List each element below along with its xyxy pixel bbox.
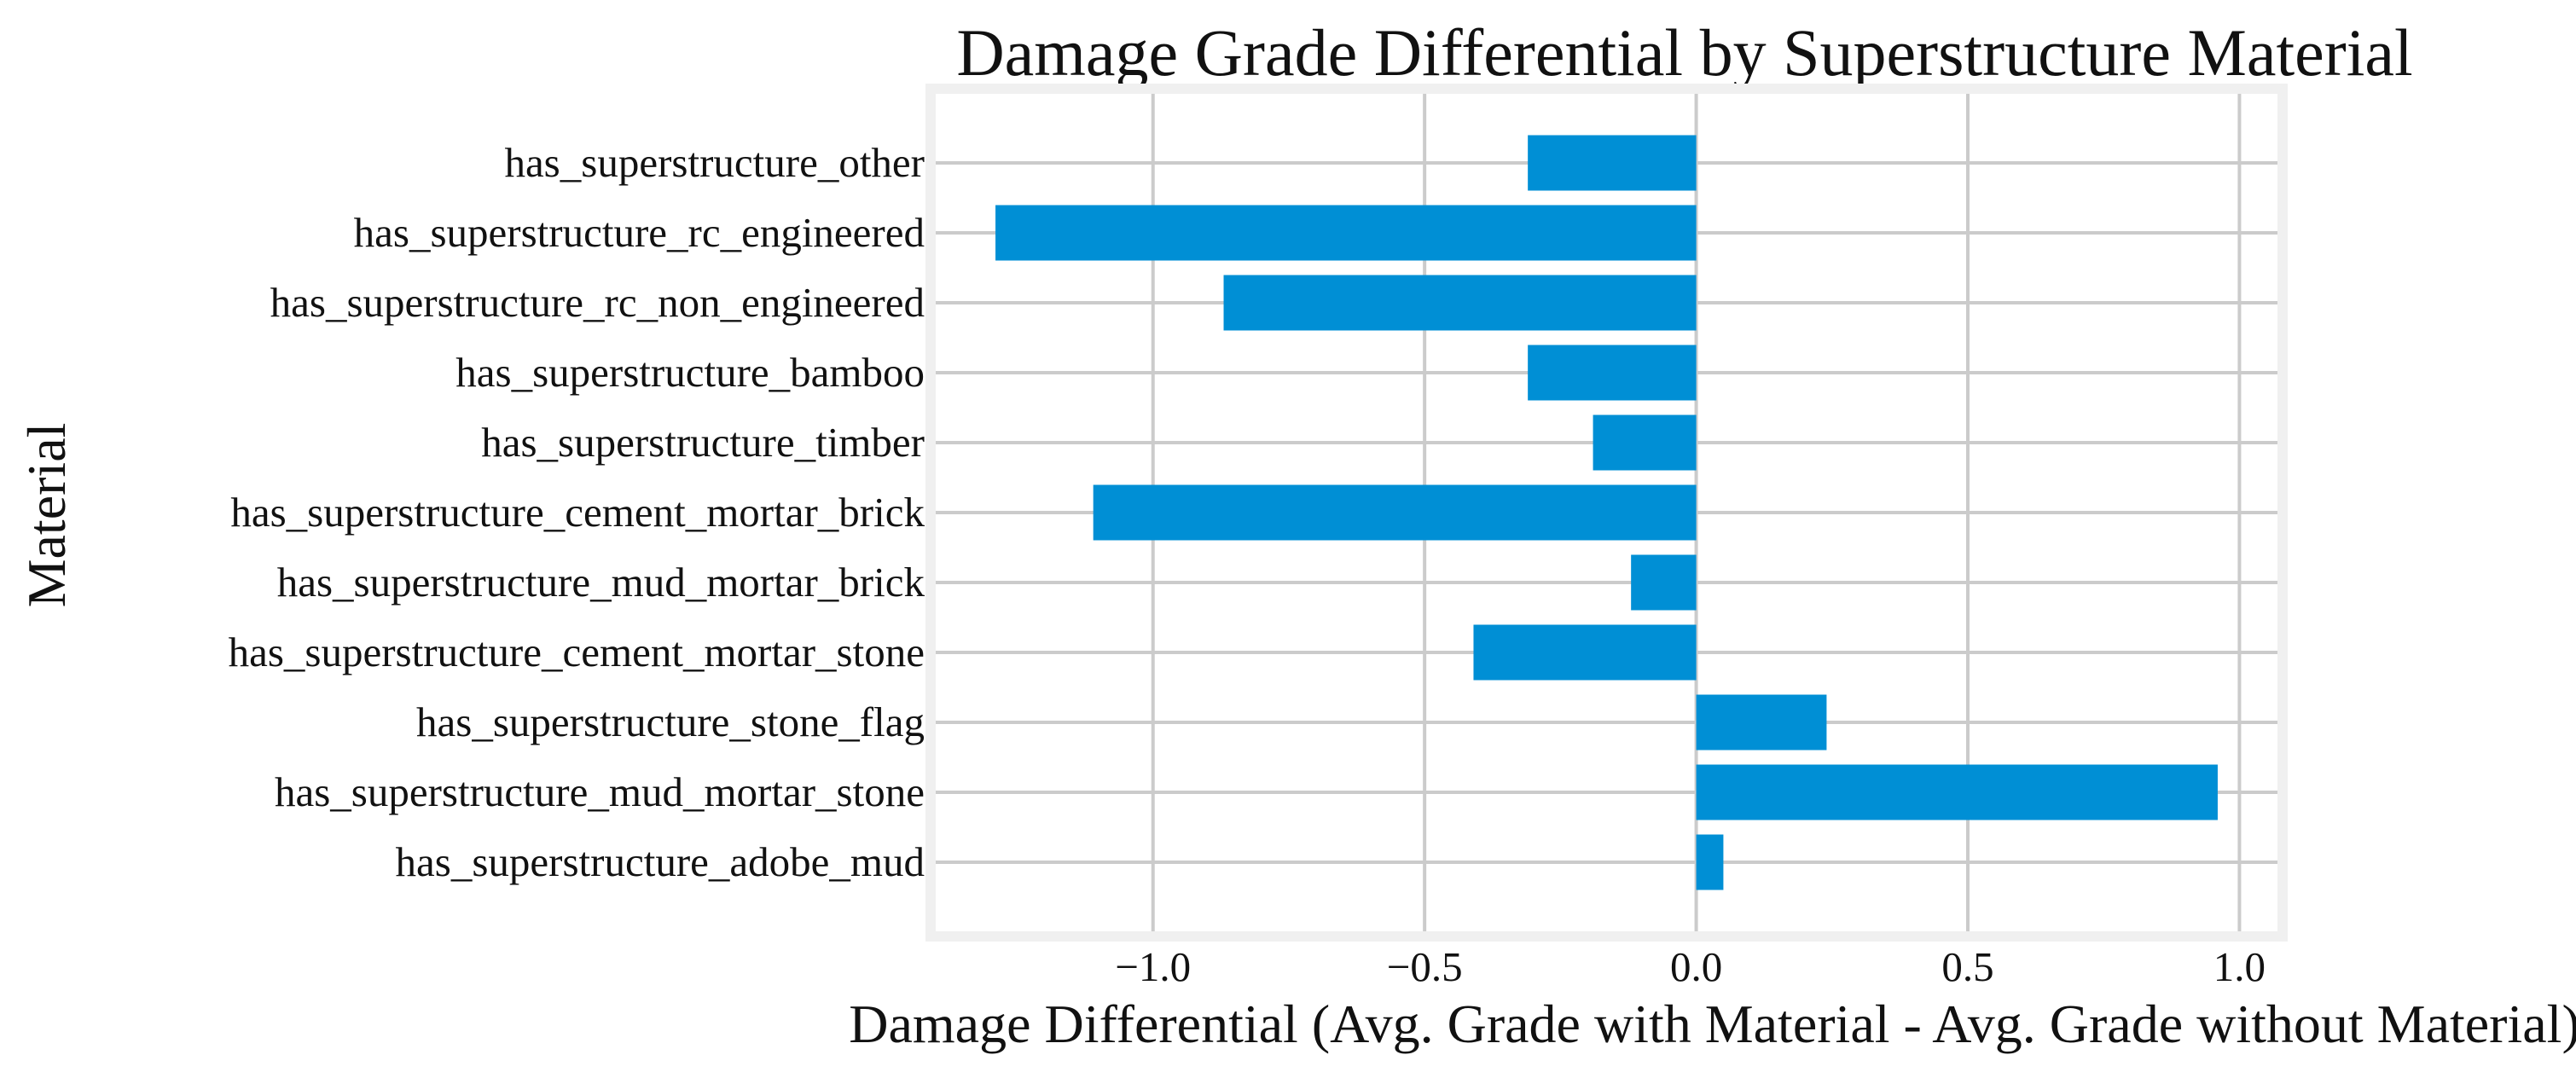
bar xyxy=(1696,834,1724,890)
bar xyxy=(1696,694,1827,751)
y-tick-label: has_superstructure_rc_engineered xyxy=(354,209,925,256)
x-tick-label: 0.0 xyxy=(1670,943,1722,990)
y-tick-label: has_superstructure_adobe_mud xyxy=(396,838,925,885)
y-axis-label: Material xyxy=(16,423,77,608)
bar xyxy=(1223,275,1697,331)
bar xyxy=(1093,484,1697,541)
bar xyxy=(1473,624,1697,681)
bar xyxy=(1593,414,1697,471)
bar xyxy=(1528,345,1697,401)
y-tick-label: has_superstructure_cement_mortar_stone xyxy=(229,629,925,675)
bar xyxy=(995,205,1697,261)
y-tick-label: has_superstructure_cement_mortar_brick xyxy=(230,489,925,536)
y-tick-label: has_superstructure_stone_flag xyxy=(416,698,925,745)
x-axis-label: Damage Differential (Avg. Grade with Mat… xyxy=(849,994,2576,1054)
bar xyxy=(1631,554,1697,611)
chart-title: Damage Grade Differential by Superstruct… xyxy=(956,15,2412,90)
y-tick-label: has_superstructure_mud_mortar_stone xyxy=(275,768,925,815)
bar xyxy=(1528,135,1697,191)
y-tick-label: has_superstructure_other xyxy=(504,139,925,186)
y-tick-label: has_superstructure_timber xyxy=(481,419,925,466)
bar xyxy=(1696,764,2218,820)
y-tick-label: has_superstructure_mud_mortar_brick xyxy=(277,559,925,606)
x-tick-label: −1.0 xyxy=(1115,943,1191,990)
plot-area: has_superstructure_other has_superstructu… xyxy=(229,84,2288,990)
x-tick-label: −0.5 xyxy=(1387,943,1463,990)
x-tick-label: 0.5 xyxy=(1941,943,1993,990)
y-tick-label: has_superstructure_rc_non_engineered xyxy=(270,279,925,326)
x-tick-label: 1.0 xyxy=(2213,943,2266,990)
y-tick-label: has_superstructure_bamboo xyxy=(455,349,925,396)
